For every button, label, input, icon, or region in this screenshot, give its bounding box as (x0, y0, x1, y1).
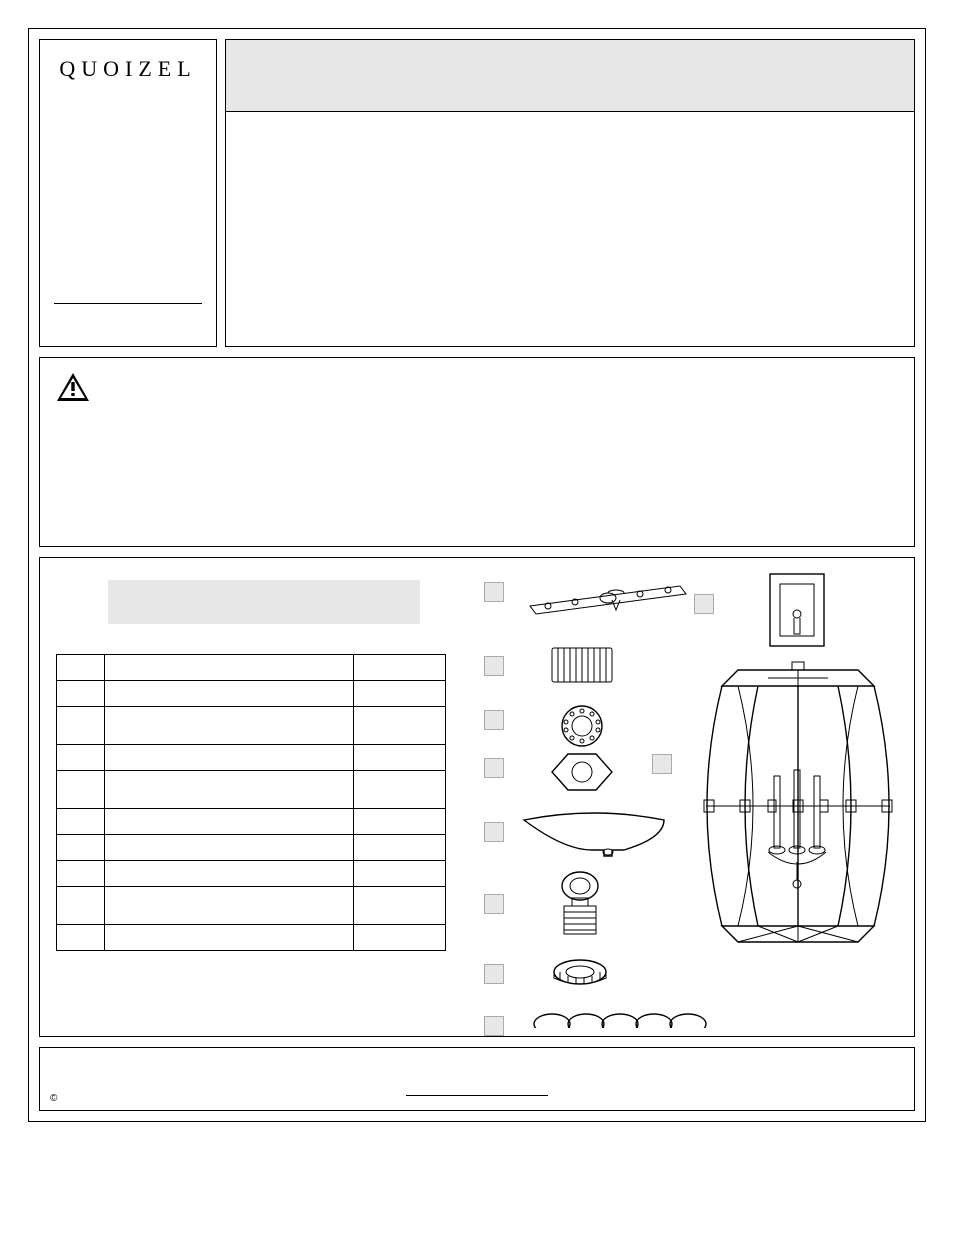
canopy-icon (524, 813, 664, 856)
parts-diagram (462, 568, 922, 1028)
parts-box (39, 557, 915, 1037)
warning-icon (56, 372, 898, 402)
brand-box: QUOIZEL (39, 39, 217, 347)
parts-table (56, 654, 446, 951)
table-row (57, 655, 446, 681)
brand-name: QUOIZEL (48, 50, 208, 82)
chain-icon (534, 1014, 706, 1028)
table-row (57, 707, 446, 745)
screw-collar-loop-icon (562, 872, 598, 934)
fixture-body-icon (704, 662, 892, 942)
table-row (57, 745, 446, 771)
lockwasher-icon (562, 706, 602, 746)
table-row (57, 809, 446, 835)
header-title-bar (226, 40, 914, 112)
ring-nut-icon (554, 960, 606, 984)
table-row (57, 861, 446, 887)
diagram-area (462, 568, 904, 1026)
page-frame: QUOIZEL (28, 28, 926, 1122)
nipple-icon (552, 648, 612, 682)
table-row (57, 835, 446, 861)
parts-title-bar (108, 580, 420, 624)
brand-divider (54, 303, 202, 304)
header-body (226, 112, 914, 346)
warning-box (39, 357, 915, 547)
header-box (225, 39, 915, 347)
table-row (57, 771, 446, 809)
table-row (57, 925, 446, 951)
top-row: QUOIZEL (29, 29, 925, 357)
outlet-box-icon (770, 574, 824, 646)
table-row (57, 681, 446, 707)
mounting-bar-icon (530, 586, 686, 614)
hexnut-icon (552, 754, 612, 790)
footer-box: © (39, 1047, 915, 1111)
footer-underline (406, 1095, 548, 1096)
table-row (57, 887, 446, 925)
copyright-symbol: © (50, 1093, 57, 1104)
